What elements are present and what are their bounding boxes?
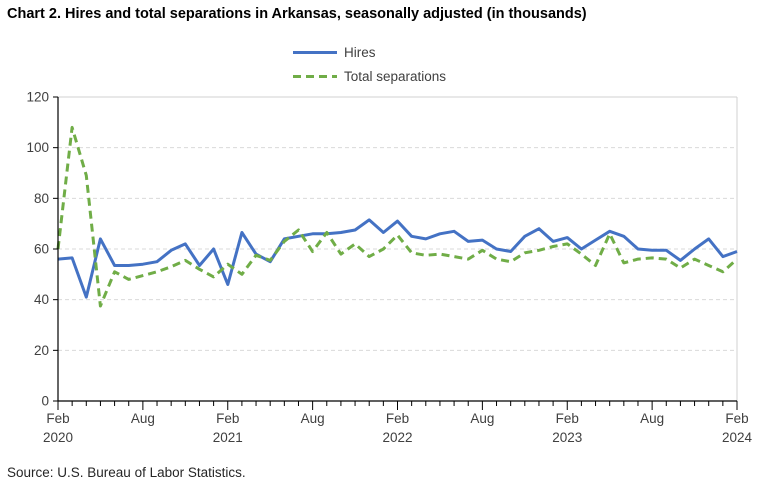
x-tick-label: Aug: [131, 411, 155, 426]
legend: Hires Total separations: [293, 42, 446, 86]
hires-line: [57, 218, 738, 299]
x-tick-label: Feb 2020: [43, 411, 73, 445]
source-note: Source: U.S. Bureau of Labor Statistics.: [7, 465, 246, 480]
y-tick-label: 100: [26, 140, 49, 155]
total-separations-line: [56, 125, 739, 308]
x-tick-label: Aug: [470, 411, 494, 426]
hires-line-swatch: [293, 50, 337, 54]
y-tick-label: 80: [34, 191, 49, 206]
chart-title: Chart 2. Hires and total separations in …: [7, 6, 587, 22]
legend-item-separations: Total separations: [293, 66, 446, 86]
x-tick-label: Feb 2023: [552, 411, 582, 445]
x-tick-label: Aug: [640, 411, 664, 426]
y-tick-label: 120: [26, 90, 49, 105]
x-tick-label: Aug: [301, 411, 325, 426]
y-tick-label: 40: [34, 292, 49, 307]
hires-legend-label: Hires: [344, 44, 376, 60]
legend-item-hires: Hires: [293, 42, 446, 62]
y-tick-label: 0: [41, 394, 49, 409]
x-tick-label: Feb 2021: [213, 411, 243, 445]
separations-dashed-swatch: [293, 74, 337, 78]
y-tick-label: 60: [34, 242, 49, 257]
y-tick-label: 20: [34, 343, 49, 358]
x-tick-label: Feb 2022: [382, 411, 412, 445]
x-tick-label: Feb 2024: [722, 411, 753, 445]
separations-legend-label: Total separations: [344, 68, 447, 84]
